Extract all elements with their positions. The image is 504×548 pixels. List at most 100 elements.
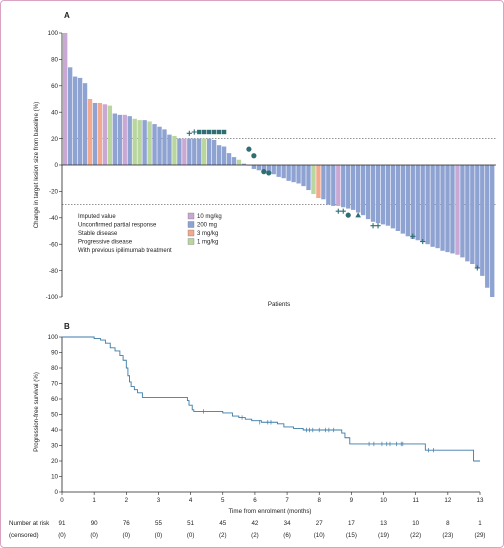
bar xyxy=(410,165,415,239)
risk-table-row2-label: (censored) xyxy=(9,532,39,539)
bar xyxy=(296,165,301,184)
bar xyxy=(490,165,495,297)
bar xyxy=(77,77,83,165)
bar xyxy=(132,118,137,165)
bar xyxy=(167,134,172,165)
x-tick-label: 5 xyxy=(221,497,225,504)
risk-censored-value: (10) xyxy=(314,532,325,539)
bar xyxy=(286,165,291,181)
risk-at-risk-value: 55 xyxy=(155,520,162,527)
bar xyxy=(480,165,485,276)
risk-censored-value: (0) xyxy=(187,532,195,539)
legend-label: 10 mg/kg xyxy=(197,214,222,220)
bar xyxy=(351,165,356,210)
marker-plus xyxy=(420,238,426,245)
bar xyxy=(341,165,346,208)
km-line xyxy=(62,336,480,462)
bar xyxy=(475,165,480,268)
marker-plus xyxy=(340,208,346,214)
bar xyxy=(127,116,132,165)
risk-censored-value: (0) xyxy=(58,532,66,539)
marker-plus xyxy=(370,223,376,229)
y-tick-label: 100 xyxy=(48,334,59,341)
risk-censored-value: (23) xyxy=(442,532,453,539)
y-tick-label: 70 xyxy=(51,381,58,388)
panel-a-bars xyxy=(63,33,495,297)
y-tick-label: 40 xyxy=(51,427,58,434)
y-tick-label: 100 xyxy=(48,30,59,37)
panel-b-y-axis-title: Progression-free survival (%) xyxy=(33,372,40,452)
bar xyxy=(430,165,435,247)
bar xyxy=(336,165,341,206)
legend-label: Stable disease xyxy=(78,231,118,237)
x-tick-label: 11 xyxy=(412,497,419,504)
bar xyxy=(331,165,336,206)
bar xyxy=(415,165,420,241)
y-tick-label: 20 xyxy=(51,458,58,465)
bar xyxy=(187,138,192,165)
risk-censored-value: (22) xyxy=(410,532,421,539)
bar xyxy=(97,102,103,165)
y-tick-label: -20 xyxy=(49,189,59,196)
bar xyxy=(107,105,113,165)
marker-square xyxy=(221,129,227,135)
risk-censored-value: (2) xyxy=(219,532,227,539)
y-tick-label: 10 xyxy=(51,474,58,481)
bar xyxy=(375,165,381,224)
bar xyxy=(380,165,386,225)
marker-square xyxy=(197,129,202,135)
risk-at-risk-value: 27 xyxy=(316,520,323,527)
marker-plus xyxy=(191,129,197,135)
bar xyxy=(470,165,475,264)
bar xyxy=(435,165,440,249)
panel-a-x-axis-title: Patients xyxy=(268,301,290,308)
bar xyxy=(271,165,276,175)
bar xyxy=(122,114,127,165)
bar xyxy=(216,145,222,165)
panel-b-x-axis-title: Time from enrolment (months) xyxy=(229,508,312,515)
bar xyxy=(157,126,162,165)
bar xyxy=(365,165,371,220)
x-tick-label: 9 xyxy=(350,497,354,504)
risk-at-risk-value: 42 xyxy=(251,520,258,527)
bar xyxy=(395,165,401,231)
y-tick-label: 30 xyxy=(51,443,58,450)
legend-swatch xyxy=(187,229,195,237)
panel-a-axes xyxy=(61,33,496,297)
legend-label: 200 mg xyxy=(197,223,217,229)
risk-at-risk-value: 90 xyxy=(91,520,98,527)
marker-plus xyxy=(410,233,416,239)
bar xyxy=(117,114,122,165)
risk-at-risk-value: 8 xyxy=(446,520,450,527)
bar xyxy=(182,138,187,165)
y-tick-label: 0 xyxy=(55,489,59,496)
bar xyxy=(326,165,331,205)
marker-circle xyxy=(261,169,267,175)
panel-a-markers xyxy=(186,129,480,271)
legend-label: Progressive disease xyxy=(78,240,133,246)
risk-censored-value: (29) xyxy=(474,532,485,539)
bar xyxy=(405,165,410,237)
risk-censored-value: (0) xyxy=(123,532,131,539)
marker-circle xyxy=(266,170,272,176)
bar xyxy=(306,165,311,191)
legend-swatch xyxy=(187,212,195,220)
bar xyxy=(112,113,118,165)
risk-at-risk-value: 34 xyxy=(284,520,291,527)
bar xyxy=(316,165,321,198)
risk-at-risk-value: 45 xyxy=(219,520,226,527)
legend-swatch xyxy=(187,238,195,245)
x-tick-label: 4 xyxy=(189,497,193,504)
marker-circle xyxy=(251,153,257,159)
panel-b-label: B xyxy=(64,322,70,331)
legend-label: 3 mg/kg xyxy=(197,231,218,237)
marker-plus xyxy=(375,223,381,229)
marker-square xyxy=(206,129,212,135)
bar xyxy=(281,165,286,179)
risk-censored-value: (0) xyxy=(90,532,98,539)
x-tick-label: 8 xyxy=(318,497,322,504)
panel-a-legend: Imputed value Unconfirmed partial respons… xyxy=(78,212,222,254)
bar xyxy=(142,120,147,165)
bar xyxy=(226,153,232,165)
